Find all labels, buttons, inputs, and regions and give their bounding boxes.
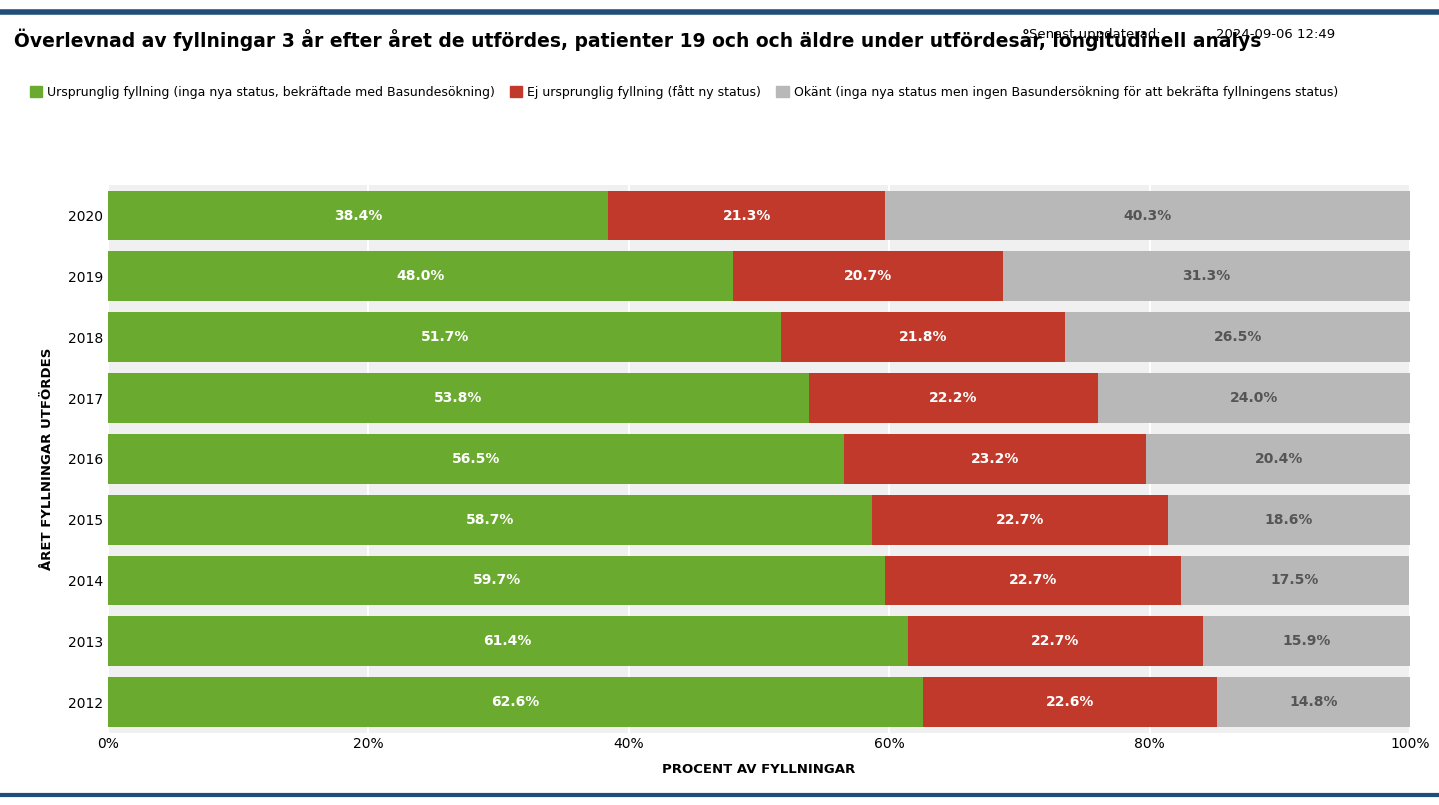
Bar [1145, 434, 1412, 484]
Text: 58.7%: 58.7% [466, 513, 514, 526]
Text: 15.9%: 15.9% [1282, 634, 1331, 648]
Text: 2024-09-06 12:49: 2024-09-06 12:49 [1216, 28, 1335, 41]
Text: 56.5%: 56.5% [452, 452, 499, 466]
Text: 31.3%: 31.3% [1183, 270, 1230, 283]
Text: 22.2%: 22.2% [928, 391, 977, 405]
Text: 22.7%: 22.7% [1009, 573, 1058, 588]
Bar [108, 677, 924, 727]
Text: 17.5%: 17.5% [1271, 573, 1320, 588]
Y-axis label: ÅRET FYLLNINGAR UTFÖRDES: ÅRET FYLLNINGAR UTFÖRDES [40, 348, 53, 570]
Text: 23.2%: 23.2% [970, 452, 1019, 466]
Bar [1065, 312, 1410, 362]
Bar [108, 312, 781, 362]
Bar [108, 555, 885, 605]
Text: 24.0%: 24.0% [1230, 391, 1278, 405]
Bar [1181, 555, 1409, 605]
Bar [108, 617, 908, 667]
X-axis label: PROCENT AV FYLLNINGAR: PROCENT AV FYLLNINGAR [662, 762, 856, 775]
Bar [1003, 251, 1410, 301]
Text: 21.8%: 21.8% [899, 330, 947, 345]
Bar [1168, 495, 1410, 545]
Text: 26.5%: 26.5% [1213, 330, 1262, 345]
Bar [609, 191, 885, 241]
Text: 51.7%: 51.7% [420, 330, 469, 345]
Bar [108, 373, 809, 423]
Bar [781, 312, 1065, 362]
Text: 40.3%: 40.3% [1124, 208, 1171, 222]
Legend: Ursprunglig fyllning (inga nya status, bekräftade med Basundesökning), Ej urspru: Ursprunglig fyllning (inga nya status, b… [30, 85, 1338, 99]
Text: 53.8%: 53.8% [435, 391, 482, 405]
Bar [108, 434, 843, 484]
Text: 20.7%: 20.7% [843, 270, 892, 283]
Text: 18.6%: 18.6% [1265, 513, 1314, 526]
Bar [1098, 373, 1410, 423]
Text: 48.0%: 48.0% [396, 270, 445, 283]
Text: 14.8%: 14.8% [1289, 696, 1338, 709]
Bar [908, 617, 1203, 667]
Bar [872, 495, 1168, 545]
Text: 21.3%: 21.3% [722, 208, 771, 222]
Text: 62.6%: 62.6% [491, 696, 540, 709]
Bar [885, 555, 1181, 605]
Text: Överlevnad av fyllningar 3 år efter året de utfördes, patienter 19 och och äldre: Överlevnad av fyllningar 3 år efter året… [14, 28, 1262, 51]
Text: Senast uppdaterad:: Senast uppdaterad: [1029, 28, 1161, 41]
Text: 22.7%: 22.7% [1032, 634, 1079, 648]
Bar [732, 251, 1003, 301]
Bar [885, 191, 1410, 241]
Bar [108, 251, 732, 301]
Text: 38.4%: 38.4% [334, 208, 383, 222]
Text: 61.4%: 61.4% [484, 634, 532, 648]
Bar [108, 191, 609, 241]
Text: 59.7%: 59.7% [472, 573, 521, 588]
Bar [843, 434, 1145, 484]
Bar [809, 373, 1098, 423]
Bar [924, 677, 1217, 727]
Text: 22.6%: 22.6% [1046, 696, 1095, 709]
Bar [1217, 677, 1410, 727]
Text: 22.7%: 22.7% [996, 513, 1045, 526]
Bar [108, 495, 872, 545]
Text: 20.4%: 20.4% [1255, 452, 1302, 466]
Bar [1203, 617, 1410, 667]
